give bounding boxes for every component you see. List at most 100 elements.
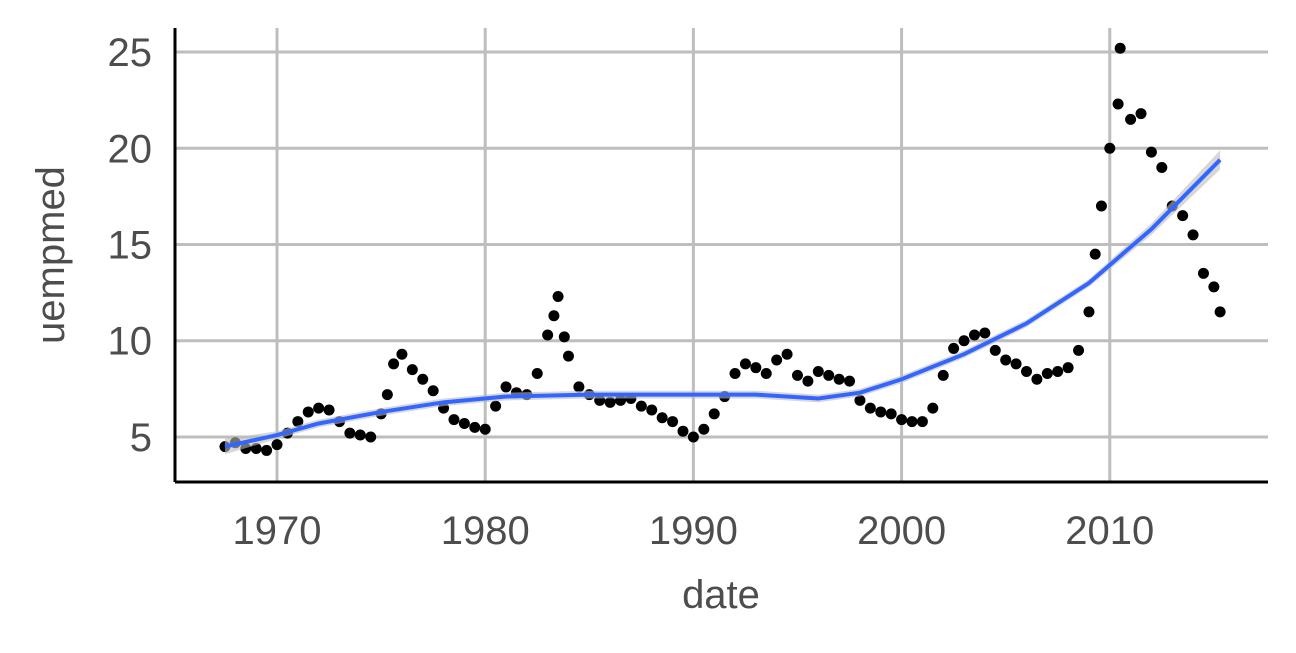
- y-tick-label: 10: [108, 320, 153, 364]
- point: [302, 406, 314, 418]
- point: [1062, 362, 1074, 374]
- point: [885, 408, 897, 420]
- point: [558, 331, 570, 343]
- point: [313, 402, 325, 414]
- point: [948, 342, 960, 354]
- point: [396, 348, 408, 360]
- point: [968, 329, 980, 341]
- point: [916, 416, 928, 428]
- point: [729, 367, 741, 379]
- point: [708, 408, 720, 420]
- point: [1095, 200, 1107, 212]
- point: [1135, 108, 1147, 120]
- point: [548, 310, 560, 322]
- point: [271, 439, 283, 451]
- point: [344, 427, 356, 439]
- x-tick-label: 2000: [857, 509, 946, 553]
- point: [854, 394, 866, 406]
- point: [323, 404, 335, 416]
- point: [760, 367, 772, 379]
- x-tick-label: 2010: [1065, 509, 1154, 553]
- point: [677, 425, 689, 437]
- point: [261, 444, 273, 456]
- point: [1010, 358, 1022, 370]
- point: [656, 412, 668, 424]
- point: [1052, 366, 1064, 378]
- point: [927, 402, 939, 414]
- point: [1112, 98, 1124, 110]
- point: [1156, 162, 1168, 174]
- point: [1104, 142, 1116, 154]
- point: [490, 400, 502, 412]
- point: [979, 327, 991, 339]
- point: [646, 404, 658, 416]
- point: [635, 400, 647, 412]
- point: [1145, 146, 1157, 158]
- point: [406, 364, 418, 376]
- x-tick-label: 1990: [649, 509, 738, 553]
- point: [1041, 367, 1053, 379]
- point: [1208, 281, 1220, 293]
- point: [1000, 354, 1012, 366]
- point: [427, 385, 439, 397]
- point: [864, 402, 876, 414]
- point: [469, 421, 481, 433]
- point: [698, 423, 710, 435]
- point: [1197, 267, 1209, 279]
- point: [812, 366, 824, 378]
- point: [875, 406, 887, 418]
- point: [667, 416, 679, 428]
- point: [739, 358, 751, 370]
- point: [354, 429, 366, 441]
- point: [823, 369, 835, 381]
- point: [552, 290, 564, 302]
- point: [1089, 248, 1101, 260]
- x-axis-title: date: [682, 573, 760, 617]
- point: [750, 362, 762, 374]
- point: [562, 350, 574, 362]
- y-tick-label: 15: [108, 224, 153, 268]
- point: [365, 431, 377, 443]
- point: [479, 423, 491, 435]
- point: [1125, 113, 1137, 125]
- point: [833, 373, 845, 385]
- x-tick-label: 1970: [233, 509, 322, 553]
- point: [937, 369, 949, 381]
- point: [388, 358, 400, 370]
- smooth-line: [224, 158, 1222, 449]
- point: [458, 417, 470, 429]
- y-axis-title: uempmed: [29, 166, 73, 344]
- y-tick-label: 20: [108, 127, 153, 171]
- point: [687, 431, 699, 443]
- point: [1177, 210, 1189, 222]
- point: [958, 335, 970, 347]
- point: [381, 389, 393, 401]
- point: [906, 416, 918, 428]
- point: [791, 369, 803, 381]
- point: [802, 375, 814, 387]
- point: [1114, 42, 1126, 54]
- point: [1020, 366, 1032, 378]
- point: [896, 414, 908, 426]
- point: [781, 348, 793, 360]
- y-tick-label: 5: [130, 416, 152, 460]
- x-tick-label: 1980: [441, 509, 530, 553]
- y-tick-label: 25: [108, 31, 153, 75]
- point: [604, 396, 616, 408]
- point: [292, 416, 304, 428]
- point: [771, 354, 783, 366]
- confidence-band: [224, 150, 1221, 455]
- point: [1083, 306, 1095, 318]
- point: [1031, 373, 1043, 385]
- point: [1187, 229, 1199, 241]
- point: [417, 373, 429, 385]
- point: [1214, 306, 1226, 318]
- point: [448, 414, 460, 426]
- point: [500, 381, 512, 393]
- point: [844, 375, 856, 387]
- point: [573, 381, 585, 393]
- point: [1073, 344, 1085, 356]
- point: [531, 367, 543, 379]
- point: [989, 344, 1001, 356]
